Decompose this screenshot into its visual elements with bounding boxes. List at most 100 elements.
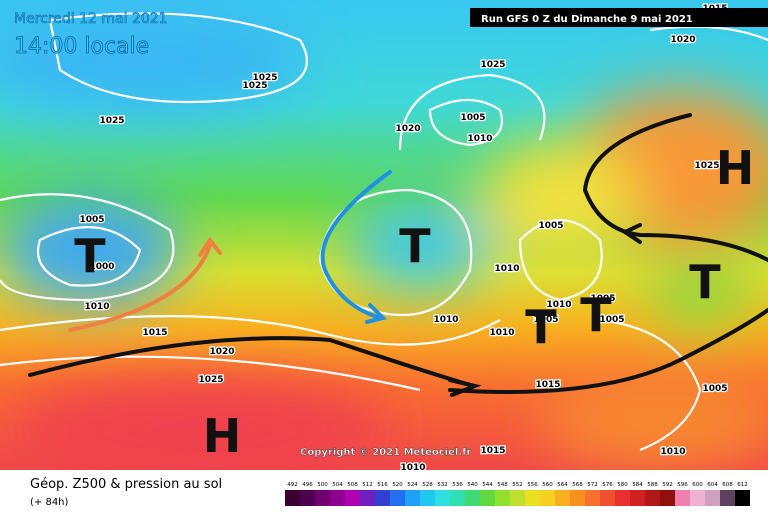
scale-swatch [615, 490, 630, 506]
scale-label: 496 [302, 482, 313, 488]
scale-swatch [375, 490, 390, 506]
scale-swatch [330, 490, 345, 506]
scale-swatch [435, 490, 450, 506]
scale-label: 560 [542, 482, 553, 488]
scale-label: 508 [347, 482, 358, 488]
scale-swatch [525, 490, 540, 506]
isobar-label: 1020 [395, 124, 420, 134]
fields [0, 5, 768, 480]
system-symbol: T [689, 255, 721, 309]
scale-swatch [345, 490, 360, 506]
isobar-label: 1025 [252, 73, 277, 83]
lead-time: (+ 84h) [30, 497, 69, 508]
scale-label: 516 [377, 482, 388, 488]
scale-label: 504 [332, 482, 343, 488]
isobar-label: 1005 [538, 221, 563, 231]
run-info: Run GFS 0 Z du Dimanche 9 mai 2021 [481, 14, 693, 25]
scale-swatch [600, 490, 615, 506]
legend-title: Géop. Z500 & pression au sol [30, 477, 222, 492]
system-symbol: T [399, 219, 431, 273]
system-symbol: T [74, 229, 106, 283]
isobar-label: 1010 [84, 302, 109, 312]
isobar-label: 1005 [460, 113, 485, 123]
scale-swatch [540, 490, 555, 506]
isobar-label: 1005 [79, 215, 104, 225]
scale-label: 532 [437, 482, 448, 488]
scale-label: 544 [482, 482, 493, 488]
scale-swatch [645, 490, 660, 506]
scale-swatch [450, 490, 465, 506]
system-symbol: T [525, 300, 557, 354]
isobar-label: 1015 [142, 328, 167, 338]
isobar-label: 1015 [535, 380, 560, 390]
scale-label: 548 [497, 482, 508, 488]
system-symbol: H [203, 409, 242, 463]
isobar-label: 1005 [533, 315, 558, 325]
scale-swatch [465, 490, 480, 506]
scale-swatch [315, 490, 330, 506]
scale-swatch [510, 490, 525, 506]
isobar-label: 1005 [599, 315, 624, 325]
scale-label: 592 [662, 482, 673, 488]
scale-label: 564 [557, 482, 568, 488]
isobar-label: 1025 [242, 81, 267, 91]
scale-swatch [720, 490, 735, 506]
scale-label: 584 [632, 482, 643, 488]
scale-label: 524 [407, 482, 418, 488]
scale-label: 512 [362, 482, 373, 488]
scale-label: 572 [587, 482, 598, 488]
scale-label: 492 [287, 482, 298, 488]
isobar-label: 1010 [660, 447, 685, 457]
scale-swatch [660, 490, 675, 506]
scale-swatch [690, 490, 705, 506]
scale-label: 568 [572, 482, 583, 488]
valid-date: Mercredi 12 mai 2021 [14, 11, 168, 27]
scale-label: 520 [392, 482, 403, 488]
scale-label: 600 [692, 482, 703, 488]
isobar-label: 1025 [198, 375, 223, 385]
scale-swatch [390, 490, 405, 506]
scale-swatch [570, 490, 585, 506]
scale-swatch [675, 490, 690, 506]
scale-swatch [285, 490, 300, 506]
isobar-label: 1005 [702, 384, 727, 394]
isobar-label: 1010 [546, 300, 571, 310]
local-time: 14:00 locale [14, 34, 149, 59]
isobar-label: 1025 [99, 116, 124, 126]
isobar-label: 1010 [467, 134, 492, 144]
scale-label: 612 [737, 482, 748, 488]
color-scale: 492 496 500 504 508 512 516 520 524 528 532 536 540 5… [285, 482, 750, 506]
scale-label: 608 [722, 482, 733, 488]
scale-label: 552 [512, 482, 523, 488]
isobar-label: 1010 [489, 328, 514, 338]
scale-swatch [495, 490, 510, 506]
isobar-label: 1000 [89, 262, 114, 272]
scale-label: 604 [707, 482, 718, 488]
scale-swatch [300, 490, 315, 506]
isobar-label: 1025 [694, 161, 719, 171]
isobar-label: 1005 [590, 294, 615, 304]
scale-label: 576 [602, 482, 613, 488]
scale-label: 540 [467, 482, 478, 488]
copyright: Copyright © 2021 Meteociel.fr [300, 447, 471, 458]
scale-swatch [405, 490, 420, 506]
scale-label: 596 [677, 482, 688, 488]
scale-label: 556 [527, 482, 538, 488]
isobars [0, 12, 768, 452]
isobar-label: 1020 [209, 347, 234, 357]
scale-swatch [480, 490, 495, 506]
scale-swatch [630, 490, 645, 506]
scale-label: 500 [317, 482, 328, 488]
scale-label: 580 [617, 482, 628, 488]
isobar-label: 1015 [480, 446, 505, 456]
scale-swatch [585, 490, 600, 506]
scale-label: 528 [422, 482, 433, 488]
scale-swatch [420, 490, 435, 506]
isobar-label: 1010 [433, 315, 458, 325]
isobar-label: 1025 [480, 60, 505, 70]
scale-swatch [705, 490, 720, 506]
pressure-systems: T TTT THH [74, 141, 754, 463]
arrows [28, 113, 768, 397]
scale-swatch [555, 490, 570, 506]
